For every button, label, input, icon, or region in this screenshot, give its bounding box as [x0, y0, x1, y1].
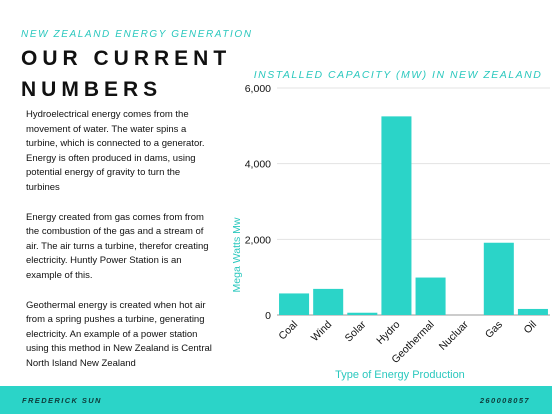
x-tick-label: Oil [521, 319, 539, 337]
bar-geothermal [415, 277, 446, 315]
x-tick-label: Hydro [374, 319, 402, 347]
footer-bar: FREDERICK SUN 260008057 [0, 386, 552, 414]
x-axis-label: Type of Energy Production [335, 369, 465, 381]
author-name: FREDERICK SUN [22, 396, 102, 405]
bar-coal [279, 293, 310, 315]
body-text: Hydroelectrical energy comes from the mo… [26, 108, 216, 387]
paragraph-hydro: Hydroelectrical energy comes from the mo… [26, 109, 205, 193]
y-tick-label: 0 [265, 310, 271, 322]
student-number: 260008057 [479, 396, 530, 405]
y-tick-label: 6,000 [245, 83, 271, 95]
bar-oil [517, 308, 548, 315]
bar-gas [483, 242, 514, 315]
bar-solar [347, 312, 378, 315]
subtitle: NEW ZEALAND ENERGY GENERATION [21, 29, 253, 40]
x-tick-label: Coal [276, 319, 300, 343]
bar-chart: INSTALLED CAPACITY (MW) IN NEW ZEALAND M… [231, 69, 550, 381]
y-tick-label: 4,000 [245, 159, 271, 171]
paragraph-gas: Energy created from gas comes from from … [26, 211, 209, 281]
y-axis-label: Mega Watts Mw [231, 217, 243, 292]
x-tick-label: Wind [309, 319, 335, 345]
x-tick-label: Solar [343, 318, 369, 344]
bar-wind [313, 288, 344, 315]
x-tick-label: Nucluar [437, 318, 471, 352]
bar-hydro [381, 116, 412, 315]
page-title: OUR CURRENT NUMBERS [21, 47, 232, 101]
x-tick-label: Gas [483, 319, 505, 341]
chart: INSTALLED CAPACITY (MW) IN NEW ZEALAND M… [220, 60, 552, 385]
chart-title: INSTALLED CAPACITY (MW) IN NEW ZEALAND [254, 69, 543, 81]
y-tick-label: 2,000 [245, 234, 271, 246]
paragraph-geothermal: Geothermal energy is created when hot ai… [26, 299, 212, 369]
